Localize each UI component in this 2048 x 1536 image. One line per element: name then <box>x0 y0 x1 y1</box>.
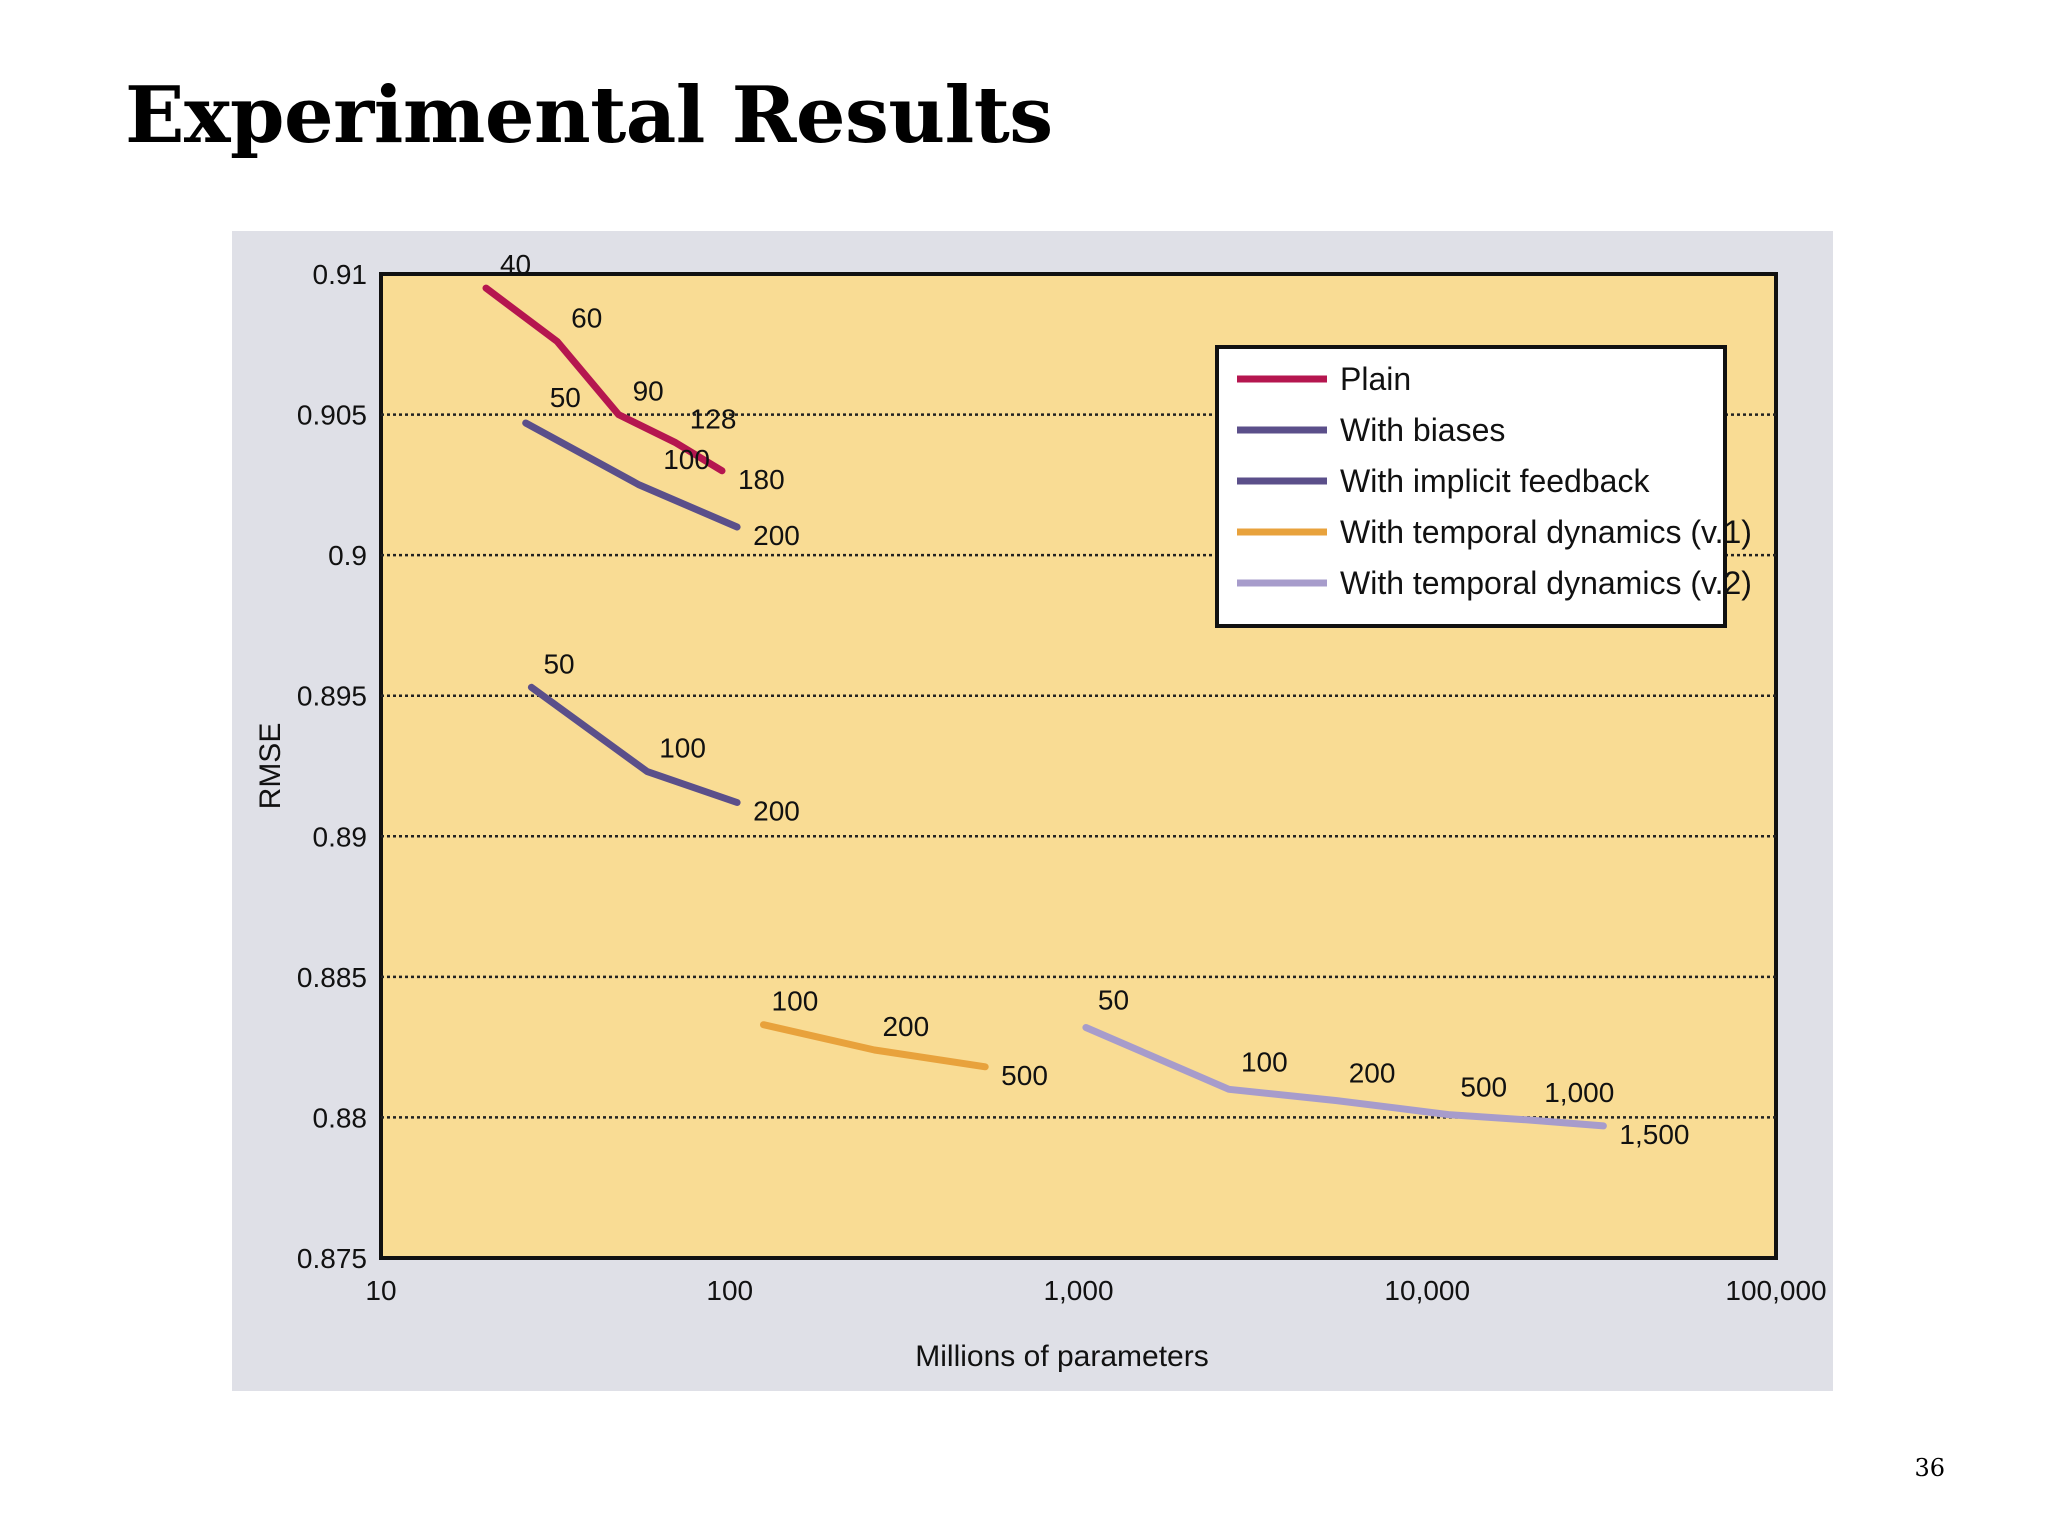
slide-title: Experimental Results <box>125 70 1053 161</box>
x-axis-title: Millions of parameters <box>915 1340 1208 1373</box>
series-line <box>527 683 741 806</box>
legend: Plain With biases With implicit feedback Wi… <box>1215 345 1752 628</box>
series-line <box>760 1021 989 1071</box>
point-label: 100 <box>663 444 710 475</box>
y-tick-label: 0.875 <box>297 1243 367 1274</box>
y-tick-label: 0.905 <box>297 400 367 431</box>
point-label: 50 <box>550 382 581 413</box>
point-label: 128 <box>690 404 737 435</box>
page-number: 36 <box>1914 1454 1945 1482</box>
point-label: 100 <box>1241 1046 1288 1077</box>
series-line <box>482 284 726 475</box>
series-line <box>1082 1024 1607 1130</box>
point-label: 100 <box>659 733 706 764</box>
x-tick-label: 10,000 <box>1384 1275 1470 1306</box>
point-label: 90 <box>633 376 664 407</box>
point-label: 500 <box>1460 1072 1507 1103</box>
point-label: 200 <box>753 796 800 827</box>
legend-label: With implicit feedback <box>1340 463 1650 499</box>
x-tick-label: 100 <box>706 1275 753 1306</box>
point-label: 50 <box>1098 984 1129 1015</box>
x-tick-label: 10 <box>365 1275 396 1306</box>
point-label: 500 <box>1001 1060 1048 1091</box>
grid-lines <box>381 413 1776 1119</box>
y-tick-label: 0.9 <box>328 540 367 571</box>
point-label: 200 <box>882 1011 929 1042</box>
point-label: 200 <box>1349 1058 1396 1089</box>
point-label: 1,500 <box>1619 1119 1689 1150</box>
point-label: 1,000 <box>1544 1077 1614 1108</box>
point-label: 50 <box>543 648 574 679</box>
point-label: 200 <box>753 520 800 551</box>
y-tick-label: 0.88 <box>313 1102 368 1133</box>
legend-label: With temporal dynamics (v.1) <box>1340 514 1752 550</box>
chart-figure: 40 60 90 128 180 50 100 200 50 100 200 100 200 500 50 1… <box>232 231 1833 1391</box>
legend-label: Plain <box>1340 361 1411 397</box>
legend-label: With temporal dynamics (v.2) <box>1340 565 1752 601</box>
point-label: 60 <box>571 302 602 333</box>
axis-ticks: 0.875 0.88 0.885 0.89 0.895 0.9 0.905 0.91 10 100… <box>297 259 1827 1306</box>
y-tick-label: 0.885 <box>297 962 367 993</box>
y-tick-label: 0.91 <box>313 259 368 290</box>
point-label: 100 <box>772 986 819 1017</box>
point-label: 180 <box>738 464 785 495</box>
x-tick-label: 1,000 <box>1043 1275 1113 1306</box>
y-axis-title: RMSE <box>254 723 287 810</box>
y-tick-label: 0.895 <box>297 681 367 712</box>
series-lines <box>482 284 1607 1130</box>
legend-label: With biases <box>1340 412 1505 448</box>
point-label: 40 <box>500 249 531 280</box>
y-tick-label: 0.89 <box>313 821 368 852</box>
series-line <box>522 419 741 531</box>
x-tick-label: 100,000 <box>1725 1275 1826 1306</box>
